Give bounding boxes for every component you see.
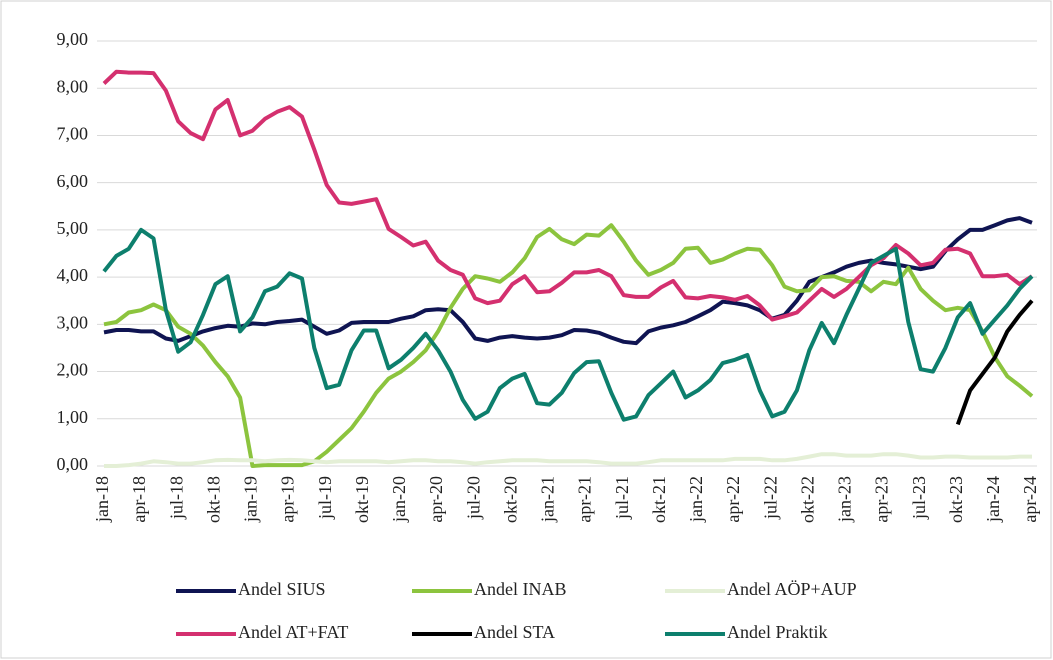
series-line	[102, 227, 1034, 422]
x-tick-label: jul-21	[612, 476, 632, 520]
x-tick-label: okt-22	[797, 476, 817, 523]
legend-label: Andel Praktik	[727, 622, 828, 642]
x-tick-label: jul-23	[909, 476, 929, 520]
y-tick-label: 9,00	[57, 29, 89, 49]
y-tick-label: 8,00	[57, 76, 89, 96]
x-tick-label: jan-19	[241, 476, 261, 523]
series-line	[104, 452, 1032, 468]
x-tick-label: jan-23	[835, 476, 855, 523]
y-tick-label: 5,00	[57, 218, 89, 238]
y-tick-label: 1,00	[57, 407, 89, 427]
legend-label: Andel AT+FAT	[238, 622, 348, 642]
y-tick-label: 3,00	[57, 312, 89, 332]
x-tick-label: apr-22	[723, 476, 743, 523]
x-tick-label: okt-21	[649, 476, 669, 523]
x-tick-label: jul-22	[760, 476, 780, 520]
x-tick-label: jan-21	[538, 476, 558, 523]
legend-label: Andel INAB	[474, 579, 567, 599]
y-tick-label: 4,00	[57, 265, 89, 285]
x-tick-label: apr-23	[872, 476, 892, 523]
x-tick-label: apr-18	[129, 476, 149, 523]
x-tick-label: okt-18	[203, 476, 223, 523]
y-tick-label: 2,00	[57, 360, 89, 380]
series-line	[955, 299, 1034, 426]
x-tick-label: jul-20	[463, 476, 483, 520]
x-tick-label: apr-19	[278, 476, 298, 523]
x-tick-label: jul-19	[315, 476, 335, 520]
y-tick-label: 6,00	[57, 171, 89, 191]
x-tick-label: jan-18	[92, 476, 112, 523]
x-tick-label: jan-20	[389, 476, 409, 523]
x-tick-label: jul-18	[166, 476, 186, 520]
series-line	[103, 223, 1034, 468]
y-tick-label: 0,00	[57, 454, 89, 474]
legend-label: Andel AÖP+AUP	[727, 579, 857, 599]
x-tick-label: apr-20	[426, 476, 446, 523]
x-tick-label: apr-24	[1020, 476, 1040, 523]
x-tick-label: okt-19	[352, 476, 372, 523]
x-tick-label: jan-22	[686, 476, 706, 523]
x-tick-label: okt-23	[946, 476, 966, 523]
y-tick-label: 7,00	[57, 124, 89, 144]
x-tick-label: apr-21	[575, 476, 595, 523]
x-tick-label: jan-24	[983, 476, 1003, 523]
x-tick-label: okt-20	[500, 476, 520, 523]
legend-label: Andel STA	[474, 622, 555, 642]
series-line	[102, 69, 1034, 322]
legend-label: Andel SIUS	[238, 579, 326, 599]
